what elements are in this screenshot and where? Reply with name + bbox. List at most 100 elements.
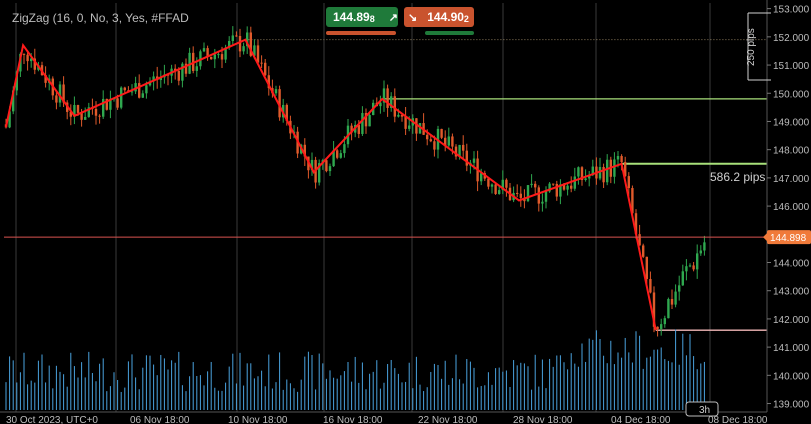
sell-spread-bar	[326, 31, 396, 35]
candle-body	[649, 279, 652, 293]
support-resistance-levels	[245, 39, 767, 331]
candle-body	[570, 185, 573, 189]
price-tick-label: 147.000	[773, 174, 810, 185]
candle-body	[339, 153, 342, 158]
candle-body	[645, 256, 648, 280]
candle-body	[667, 298, 670, 319]
time-tick-label: 16 Nov 18:00	[323, 415, 383, 424]
candle-body	[62, 84, 65, 103]
candle-body	[534, 183, 537, 188]
price-tick-label: 150.000	[773, 89, 810, 100]
candle-body	[148, 81, 152, 86]
candlesticks	[4, 26, 706, 337]
candle-body	[224, 47, 227, 60]
price-tick-label: 152.000	[773, 33, 810, 44]
candle-body	[152, 76, 155, 82]
candle-body	[357, 124, 360, 134]
candle-body	[386, 88, 389, 108]
volume-bars	[5, 329, 705, 410]
price-tick-label: 149.000	[773, 117, 810, 128]
candle-body	[249, 32, 252, 56]
time-tick-label: 30 Oct 2023, UTC+0	[6, 415, 98, 424]
buy-price: 144.90	[427, 10, 464, 24]
candle-body	[235, 35, 238, 37]
candle-body	[210, 56, 213, 60]
sell-button[interactable]: 144.89 8 ↗	[326, 7, 398, 27]
candle-body	[267, 75, 270, 89]
candle-body	[408, 125, 411, 129]
price-axis[interactable]: 139.000 140.000 141.000 142.000 143.000 144.0…	[747, 0, 811, 412]
price-tick-label: 143.000	[773, 287, 810, 298]
candle-body	[584, 178, 587, 180]
candle-body	[285, 104, 288, 121]
time-tick-label: 08 Dec 18:00	[708, 415, 768, 424]
candle-body	[390, 96, 393, 108]
candle-body	[220, 54, 224, 60]
candle-body	[332, 150, 335, 167]
time-tick-label: 04 Dec 18:00	[611, 415, 671, 424]
candle-body	[490, 184, 494, 187]
candle-body	[310, 159, 314, 171]
candle-body	[552, 183, 555, 185]
zigzag-polyline	[5, 38, 657, 331]
candle-body	[670, 298, 674, 305]
candle-body	[451, 136, 454, 147]
candle-body	[656, 326, 659, 329]
candle-body	[138, 83, 141, 98]
chart-grid	[15, 3, 711, 412]
candle-body	[26, 54, 29, 62]
candle-body	[87, 107, 90, 117]
candle-body	[433, 141, 436, 150]
price-tick-label: 148.000	[773, 146, 810, 157]
sell-arrow-icon: ↗	[388, 11, 398, 24]
buy-button[interactable]: ↘ 144.90 2	[404, 7, 474, 27]
candle-body	[228, 40, 231, 48]
current-price-badge	[767, 230, 811, 245]
candle-body	[22, 53, 26, 55]
candle-body	[404, 116, 407, 129]
candle-body	[253, 45, 256, 56]
candle-body	[472, 158, 476, 163]
candle-body	[620, 156, 623, 163]
candle-body	[699, 250, 702, 254]
price-tick-label: 140.000	[773, 371, 810, 382]
buy-price-pipette: 2	[463, 14, 469, 24]
indicator-label: ZigZag (16, 0, No, 3, Yes, #FFAD	[12, 11, 189, 25]
candle-body	[555, 183, 558, 197]
candle-body	[562, 184, 566, 190]
candle-body	[613, 159, 616, 177]
candle-body	[454, 146, 458, 157]
candle-body	[418, 123, 422, 134]
candle-body	[242, 46, 245, 52]
candle-body	[73, 104, 76, 117]
candle-body	[696, 253, 699, 270]
sell-price: 144.89	[333, 10, 370, 24]
candle-body	[501, 179, 504, 191]
candle-body	[541, 201, 544, 204]
price-tick-label: 139.000	[773, 400, 810, 411]
time-axis[interactable]: 30 Oct 2023, UTC+0 06 Nov 18:00 10 Nov 18:…	[0, 401, 768, 424]
candle-body	[246, 32, 249, 47]
candle-body	[537, 187, 540, 204]
candle-body	[429, 139, 432, 142]
candle-body	[116, 98, 119, 108]
candle-body	[15, 71, 18, 91]
candle-body	[350, 125, 353, 133]
candle-body	[426, 134, 429, 140]
candle-body	[462, 144, 465, 151]
candle-body	[688, 265, 692, 267]
candle-body	[397, 114, 400, 117]
candle-body	[674, 291, 677, 305]
time-tick-label: 10 Nov 18:00	[228, 415, 288, 424]
candle-body	[260, 62, 263, 64]
candle-body	[627, 176, 630, 189]
candle-body	[130, 91, 134, 93]
price-tick-label: 151.000	[773, 61, 810, 72]
candle-body	[660, 324, 663, 329]
candle-body	[102, 98, 105, 117]
candle-body	[105, 98, 108, 110]
candle-body	[382, 88, 386, 103]
candle-body	[264, 62, 267, 76]
candle-body	[123, 87, 126, 91]
